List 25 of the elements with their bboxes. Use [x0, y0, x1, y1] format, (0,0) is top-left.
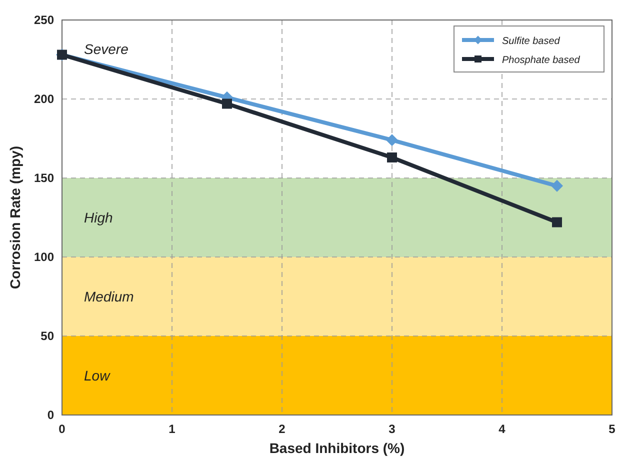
y-tick-label: 50: [40, 329, 54, 343]
y-tick-label: 200: [34, 92, 54, 106]
band-label: Medium: [84, 288, 134, 304]
x-tick-label: 5: [608, 422, 616, 436]
y-axis-title: Corrosion Rate (mpy): [7, 146, 23, 290]
band-label: Low: [84, 368, 111, 384]
x-tick-label: 4: [498, 422, 506, 436]
x-tick-label: 0: [58, 422, 66, 436]
y-tick-label: 150: [34, 171, 54, 185]
point: [386, 134, 398, 146]
x-tick-label: 2: [278, 422, 286, 436]
legend-label: Sulfite based: [502, 36, 560, 47]
annotation: Severe: [84, 41, 129, 57]
point: [222, 98, 232, 109]
x-tick-label: 1: [168, 422, 176, 436]
point: [387, 152, 397, 162]
band-label: High: [84, 210, 114, 226]
point: [552, 217, 562, 228]
y-tick-label: 0: [47, 408, 54, 422]
x-tick-label: 3: [388, 422, 396, 436]
y-tick-label: 250: [34, 13, 54, 27]
y-tick-label: 100: [34, 250, 54, 264]
legend-label: Phosphate based: [502, 55, 580, 66]
x-axis-title: Based Inhibitors (%): [269, 440, 405, 456]
point: [551, 180, 563, 192]
